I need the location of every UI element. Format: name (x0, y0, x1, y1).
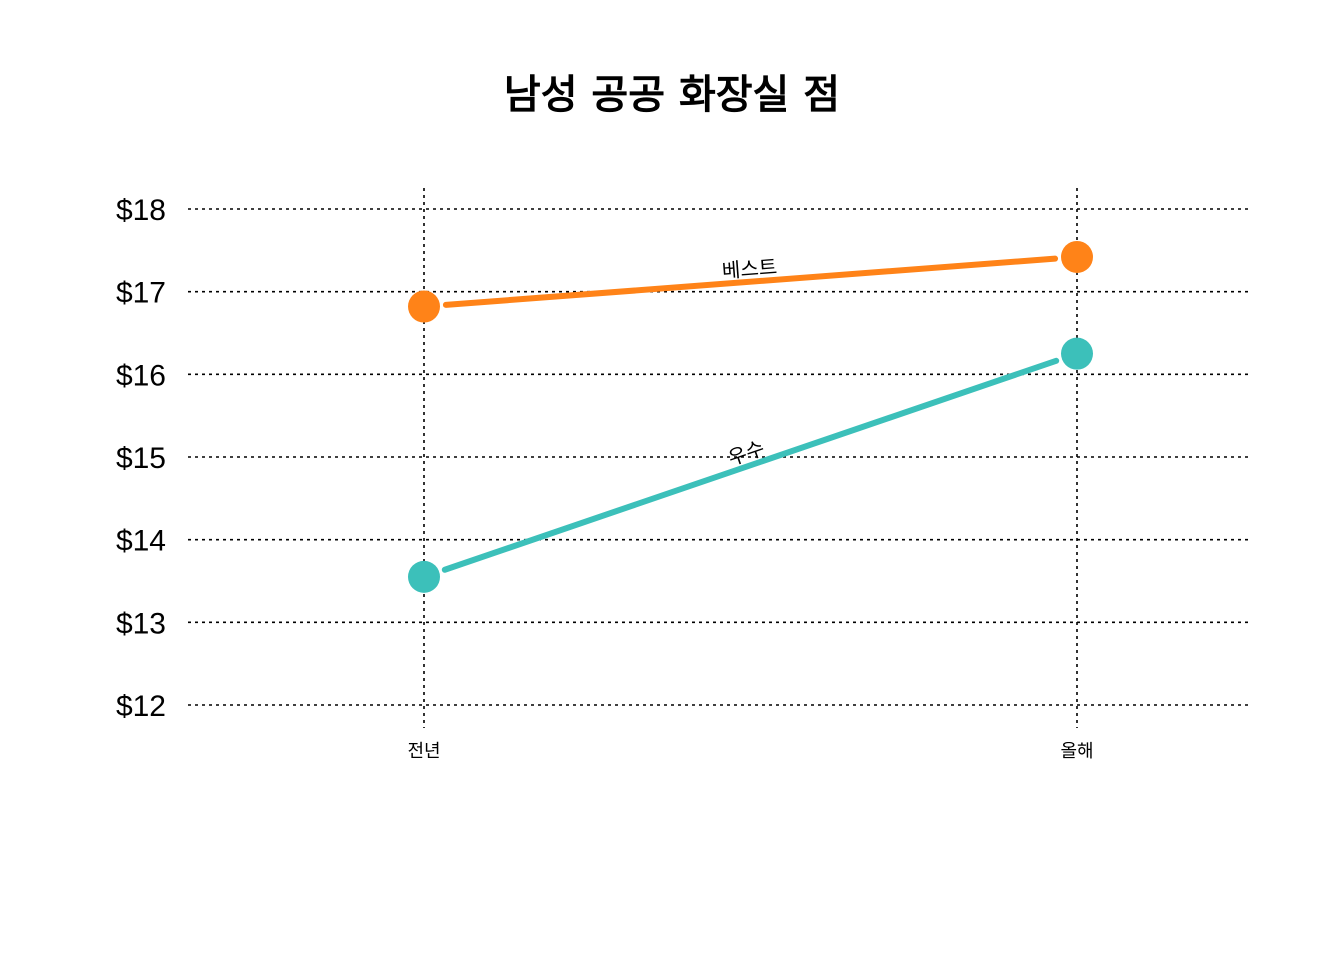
data-point (1061, 240, 1093, 273)
y-tick-label: $15 (116, 442, 166, 475)
series-label: 우수 (725, 436, 768, 471)
y-tick-label: $16 (116, 359, 166, 392)
y-tick-label: $14 (116, 525, 166, 558)
series-line (441, 357, 1060, 573)
y-tick-label: $13 (116, 607, 166, 640)
y-tick-label: $12 (116, 690, 166, 723)
chart-title: 남성 공공 화장실 점 (503, 72, 841, 118)
series-line (442, 255, 1059, 308)
y-tick-label: $17 (116, 277, 166, 310)
y-tick-label: $18 (116, 194, 166, 227)
data-point (1061, 337, 1093, 370)
series-label: 베스트 (721, 255, 778, 283)
x-tick-label: 올해 (1060, 741, 1093, 762)
data-point (408, 290, 440, 323)
data-point (408, 560, 440, 593)
x-tick-label: 전년 (407, 741, 440, 762)
